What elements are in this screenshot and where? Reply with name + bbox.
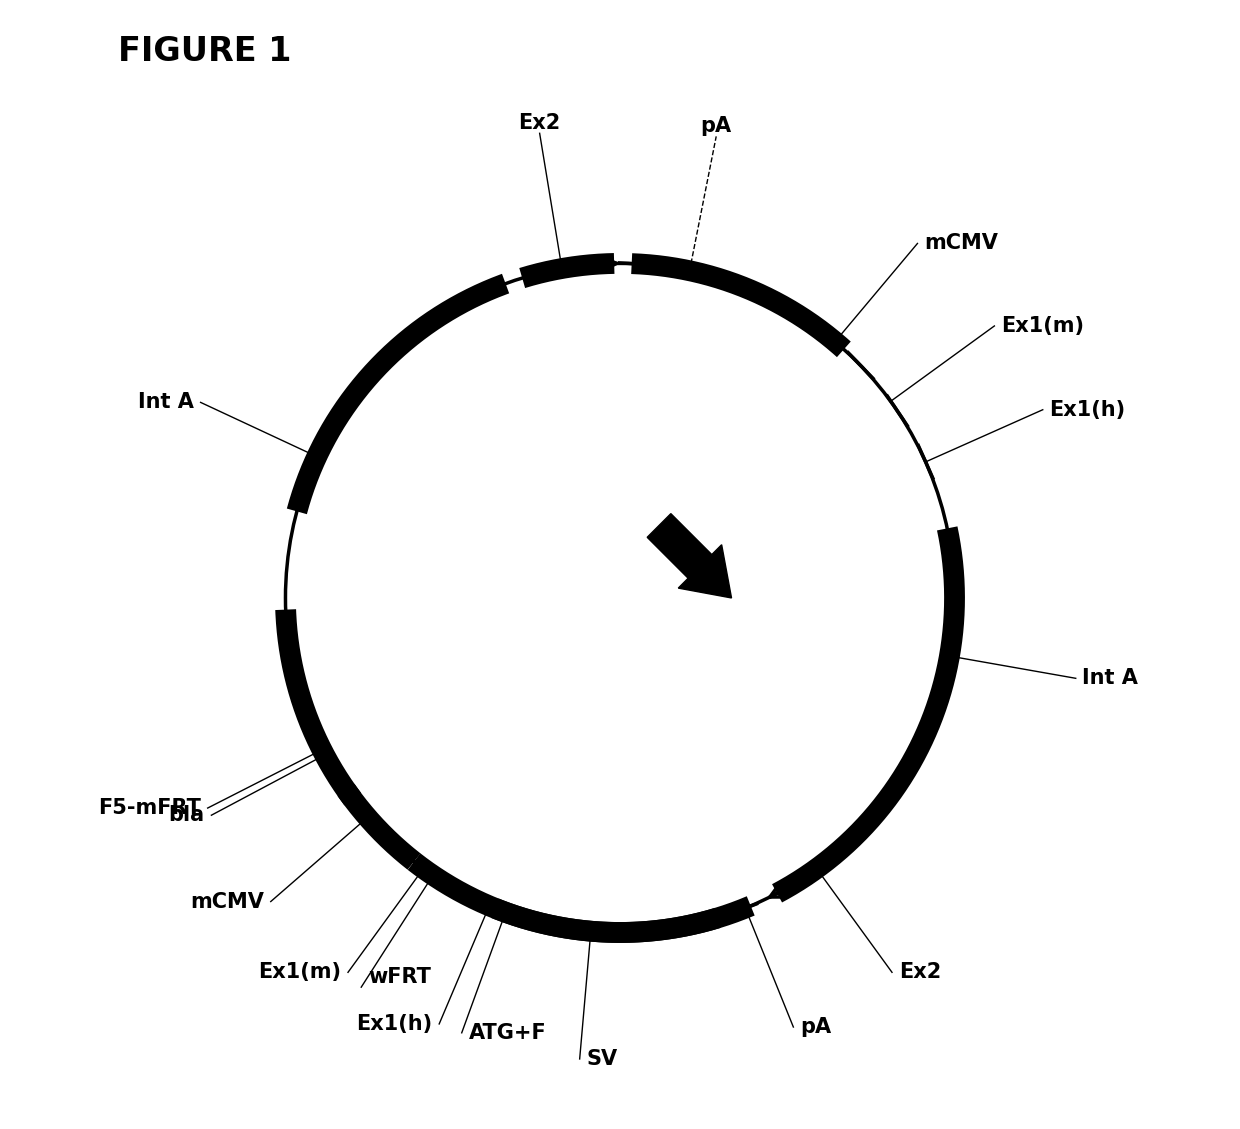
Text: Ex1(h): Ex1(h) bbox=[1049, 400, 1126, 420]
Text: Ex1(h): Ex1(h) bbox=[356, 1014, 433, 1034]
Text: Ex1(m): Ex1(m) bbox=[1001, 316, 1084, 336]
Text: pA: pA bbox=[800, 1017, 831, 1038]
Text: mCMV: mCMV bbox=[190, 892, 264, 911]
Text: FIGURE 1: FIGURE 1 bbox=[118, 35, 291, 68]
Text: Ex2: Ex2 bbox=[518, 113, 560, 133]
Text: ATG+F: ATG+F bbox=[469, 1023, 546, 1043]
Text: pA: pA bbox=[701, 116, 732, 137]
Text: bla: bla bbox=[169, 805, 205, 825]
Text: Ex2: Ex2 bbox=[899, 962, 941, 982]
Text: mCMV: mCMV bbox=[924, 234, 998, 253]
Text: F5-mFRT: F5-mFRT bbox=[98, 798, 201, 819]
FancyArrow shape bbox=[647, 514, 732, 598]
Text: Int A: Int A bbox=[138, 393, 193, 412]
Text: Ex1(m): Ex1(m) bbox=[258, 962, 341, 982]
Text: Int A: Int A bbox=[1083, 668, 1138, 689]
Text: wFRT: wFRT bbox=[368, 968, 430, 987]
Text: SV: SV bbox=[587, 1049, 618, 1069]
